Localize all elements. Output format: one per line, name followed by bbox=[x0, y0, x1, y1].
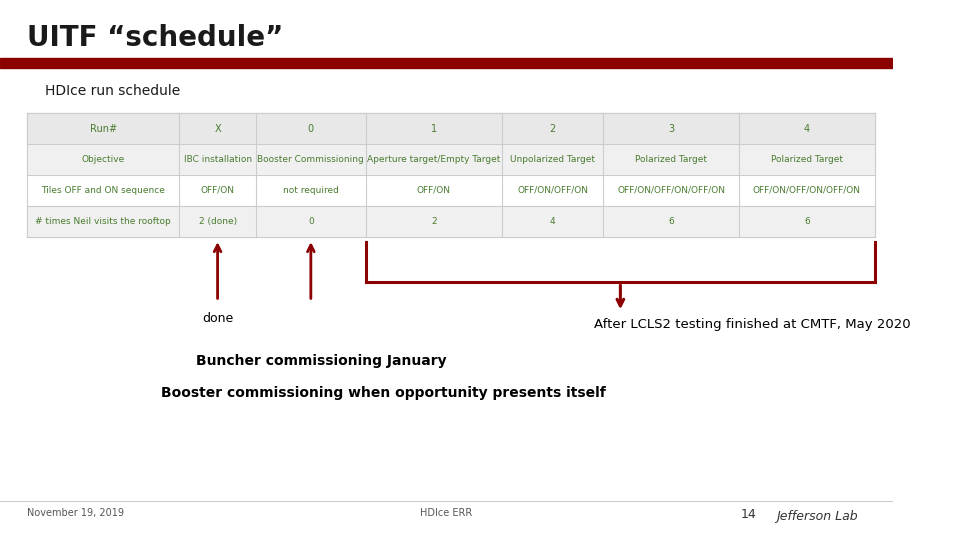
Text: 0: 0 bbox=[308, 124, 314, 134]
Text: 0: 0 bbox=[308, 217, 314, 226]
Bar bbox=[27, 206, 875, 237]
Text: Polarized Target: Polarized Target bbox=[771, 155, 843, 164]
Text: OFF/ON/OFF/ON/OFF/ON: OFF/ON/OFF/ON/OFF/ON bbox=[617, 186, 725, 195]
Text: 6: 6 bbox=[804, 217, 810, 226]
Text: OFF/ON: OFF/ON bbox=[417, 186, 451, 195]
Bar bbox=[27, 144, 875, 175]
Text: Jefferson Lab: Jefferson Lab bbox=[776, 510, 857, 523]
Text: # times Neil visits the rooftop: # times Neil visits the rooftop bbox=[36, 217, 171, 226]
Text: done: done bbox=[202, 312, 233, 325]
Text: 6: 6 bbox=[668, 217, 674, 226]
Text: Aperture target/Empty Target: Aperture target/Empty Target bbox=[367, 155, 500, 164]
Text: November 19, 2019: November 19, 2019 bbox=[27, 508, 124, 518]
Text: Run#: Run# bbox=[89, 124, 117, 134]
Text: Unpolarized Target: Unpolarized Target bbox=[510, 155, 595, 164]
Text: IBC installation: IBC installation bbox=[183, 155, 252, 164]
Bar bbox=[27, 113, 875, 144]
Text: Booster commissioning when opportunity presents itself: Booster commissioning when opportunity p… bbox=[160, 386, 606, 400]
Text: OFF/ON/OFF/ON/OFF/ON: OFF/ON/OFF/ON/OFF/ON bbox=[753, 186, 861, 195]
Text: 2: 2 bbox=[549, 124, 556, 134]
Text: HDIce run schedule: HDIce run schedule bbox=[44, 84, 180, 98]
Text: 1: 1 bbox=[431, 124, 437, 134]
Text: 14: 14 bbox=[741, 508, 756, 521]
Bar bbox=[0, 58, 893, 68]
Text: UITF “schedule”: UITF “schedule” bbox=[27, 24, 283, 52]
Text: Objective: Objective bbox=[82, 155, 125, 164]
Text: Polarized Target: Polarized Target bbox=[636, 155, 708, 164]
Text: X: X bbox=[214, 124, 221, 134]
Text: OFF/ON/OFF/ON: OFF/ON/OFF/ON bbox=[517, 186, 588, 195]
Text: HDIce ERR: HDIce ERR bbox=[420, 508, 472, 518]
Text: 2 (done): 2 (done) bbox=[199, 217, 236, 226]
Text: OFF/ON: OFF/ON bbox=[201, 186, 234, 195]
Text: 3: 3 bbox=[668, 124, 674, 134]
Text: not required: not required bbox=[283, 186, 339, 195]
Text: Booster Commissioning: Booster Commissioning bbox=[257, 155, 364, 164]
Text: Buncher commissioning January: Buncher commissioning January bbox=[197, 354, 447, 368]
Text: Tiles OFF and ON sequence: Tiles OFF and ON sequence bbox=[41, 186, 165, 195]
Text: After LCLS2 testing finished at CMTF, May 2020: After LCLS2 testing finished at CMTF, Ma… bbox=[593, 318, 910, 330]
Text: 2: 2 bbox=[431, 217, 437, 226]
Bar bbox=[27, 175, 875, 206]
Text: 4: 4 bbox=[550, 217, 555, 226]
Text: 4: 4 bbox=[804, 124, 810, 134]
